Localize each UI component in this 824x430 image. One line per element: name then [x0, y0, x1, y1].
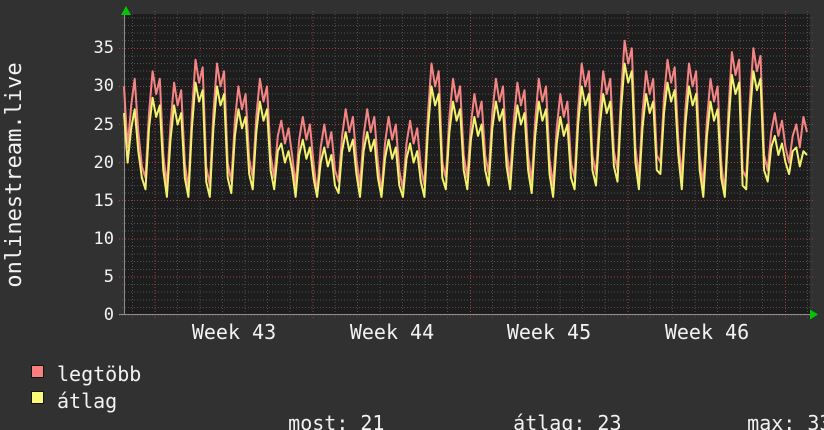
stat-most-label: most: [288, 411, 349, 430]
x-tick-label-week45: Week 45 [506, 320, 592, 344]
y-tick-label-25: 25 [93, 114, 114, 135]
y-tick-label-15: 15 [93, 190, 114, 211]
y-tick-label-5: 5 [103, 266, 114, 287]
series-line-átlag [123, 62, 808, 198]
stat-most-value: 21 [360, 411, 385, 430]
stat-atlag: átlag: 23 [465, 390, 622, 430]
stat-max: max: 33 [699, 390, 824, 430]
legend-swatch-atlag [31, 391, 44, 404]
vertical-axis-title: onlinestream.live [2, 62, 27, 288]
x-tick-label-week43: Week 43 [191, 320, 277, 344]
y-tick-label-20: 20 [93, 152, 114, 173]
stat-atlag-value: 23 [597, 411, 622, 430]
stat-max-label: max: [747, 411, 796, 430]
stat-atlag-label: átlag: [513, 411, 586, 430]
x-axis-arrow-icon [810, 309, 818, 320]
y-tick-label-35: 35 [93, 38, 114, 59]
legend-label-atlag: átlag [57, 389, 118, 413]
y-axis-arrow-icon [121, 6, 131, 15]
plot-group [119, 6, 818, 320]
y-tick-label-0: 0 [103, 305, 114, 325]
legend-label-legtobb: legtöbb [57, 362, 142, 386]
plot-background [124, 14, 810, 315]
y-tick-label-10: 10 [93, 228, 114, 249]
x-tick-label-week46: Week 46 [664, 320, 750, 344]
x-tick-label-week44: Week 44 [349, 320, 435, 344]
stat-most: most: 21 [240, 390, 384, 430]
series-line-legtöbb [123, 39, 808, 195]
stat-max-value: 33 [807, 411, 824, 430]
y-tick-label-30: 30 [93, 76, 114, 97]
legend-swatch-legtobb [31, 365, 44, 378]
